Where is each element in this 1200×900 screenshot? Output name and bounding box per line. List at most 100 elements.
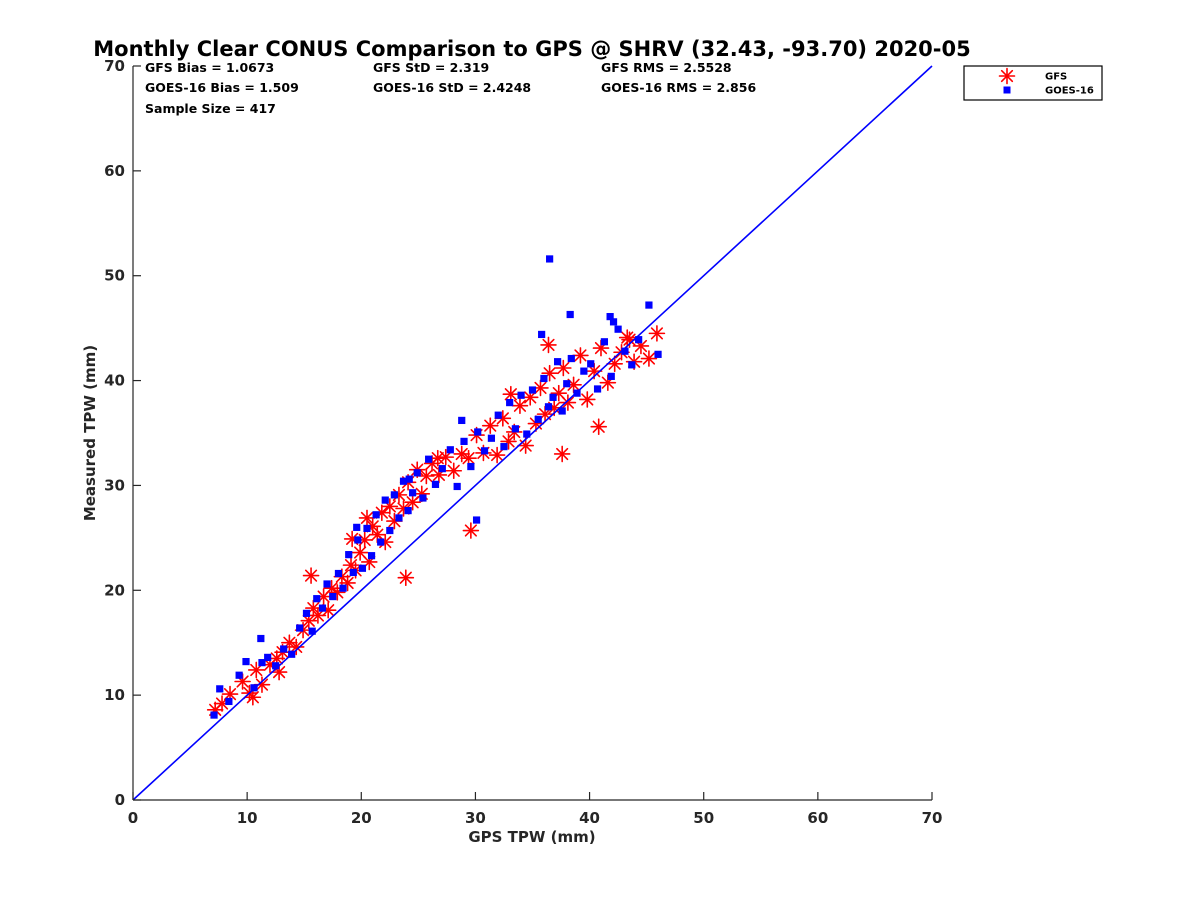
goes16-point xyxy=(517,391,525,399)
x-tick-label: 40 xyxy=(579,809,600,827)
gfs-point xyxy=(445,462,463,480)
goes16-point xyxy=(472,516,481,524)
stat-text: GFS StD = 2.319 xyxy=(373,60,489,75)
goes16-point xyxy=(349,568,357,577)
goes16-point xyxy=(257,634,265,643)
goes16-point xyxy=(367,552,376,560)
goes16-point xyxy=(210,711,218,719)
goes16-point xyxy=(431,480,440,488)
goes16-point xyxy=(567,354,575,363)
gfs-point xyxy=(244,688,262,706)
gfs-point xyxy=(358,509,376,527)
goes16-point xyxy=(460,437,468,445)
x-tick-label: 20 xyxy=(351,809,372,827)
stat-text: GFS RMS = 2.5528 xyxy=(601,60,732,75)
gfs-point xyxy=(540,336,557,354)
goes16-point xyxy=(353,523,361,531)
goes16-point xyxy=(318,604,327,612)
x-tick-label: 10 xyxy=(237,809,258,827)
goes16-point xyxy=(372,511,380,519)
x-tick-label: 30 xyxy=(465,809,486,827)
reference-line-group xyxy=(132,65,933,801)
goes16-point xyxy=(235,671,243,679)
gfs-point xyxy=(606,355,623,373)
goes16-point xyxy=(404,506,412,515)
goes16-point xyxy=(405,475,413,483)
x-tick-label: 60 xyxy=(807,809,828,827)
legend-box xyxy=(963,65,1103,101)
goes16-point xyxy=(600,338,609,346)
x-tick-label: 0 xyxy=(128,809,138,827)
goes16-point xyxy=(546,255,554,263)
gfs-point xyxy=(572,347,589,364)
legend-label: GOES-16 xyxy=(1045,86,1094,97)
gfs-point xyxy=(553,445,571,463)
stat-text: GFS Bias = 1.0673 xyxy=(145,60,274,75)
goes16-point xyxy=(258,659,266,667)
gfs-point xyxy=(511,397,529,415)
goes16-point xyxy=(580,367,588,375)
plot-points xyxy=(206,255,666,719)
gfs-point xyxy=(339,574,356,592)
gfs-point xyxy=(488,446,506,464)
stats-block: GFS Bias = 1.0673 GFS StD = 2.319 GFS RMS … xyxy=(145,60,756,116)
gfs-point xyxy=(429,449,447,467)
x-tick-label: 70 xyxy=(922,809,943,827)
goes16-point xyxy=(528,386,537,394)
goes16-point xyxy=(538,330,546,339)
gfs-point xyxy=(500,433,517,450)
goes16-point xyxy=(446,446,454,454)
axes: 0 10 20 30 40 50 60 70 0 10 20 30 40 50 60 70 xyxy=(104,57,942,827)
goes16-point xyxy=(381,496,389,504)
x-tick-label: 50 xyxy=(693,809,714,827)
legend: GFS GOES-16 xyxy=(963,65,1103,101)
goes16-point xyxy=(358,564,367,572)
goes16-point xyxy=(540,374,548,383)
goes16-point xyxy=(386,526,394,535)
y-tick-label: 50 xyxy=(104,267,125,285)
goes16-point xyxy=(390,491,398,499)
goes16-point xyxy=(458,416,466,425)
goes16-point xyxy=(487,434,496,442)
gfs-point xyxy=(460,449,477,467)
goes16-point xyxy=(534,415,542,423)
goes16-point xyxy=(606,313,614,321)
goes16-point xyxy=(242,657,250,666)
stat-text: GOES-16 Bias = 1.509 xyxy=(145,80,299,95)
gfs-point xyxy=(648,325,666,342)
y-tick-label: 30 xyxy=(104,476,125,494)
goes16-point xyxy=(593,385,602,393)
goes16-point xyxy=(345,551,353,559)
goes16-point xyxy=(399,477,408,485)
goes16-point xyxy=(563,380,571,388)
goes16-point xyxy=(339,584,347,592)
goes16-point xyxy=(302,609,311,617)
goes16-point xyxy=(377,538,385,546)
goes16-point xyxy=(323,580,331,588)
goes16-point xyxy=(438,465,446,473)
gfs-point xyxy=(397,569,415,587)
gfs-point xyxy=(578,391,596,408)
legend-goes16-marker xyxy=(1003,86,1011,94)
gfs-point xyxy=(462,522,480,539)
goes16-point xyxy=(413,469,421,477)
goes16-point xyxy=(554,358,562,366)
goes16-point xyxy=(628,361,636,369)
goes16-point xyxy=(334,569,343,578)
goes16-point xyxy=(645,301,653,309)
goes16-point xyxy=(587,360,595,368)
y-tick-label: 10 xyxy=(104,686,125,704)
goes16-point xyxy=(523,430,531,438)
goes16-point xyxy=(500,443,508,451)
goes16-point xyxy=(354,536,362,544)
stat-text: Sample Size = 417 xyxy=(145,101,276,116)
goes16-point xyxy=(544,403,553,411)
goes16-point xyxy=(363,524,371,533)
goes16-point xyxy=(409,489,417,497)
gfs-point xyxy=(590,418,608,436)
legend-label: GFS xyxy=(1045,72,1067,83)
y-tick-label: 20 xyxy=(104,581,125,599)
goes16-point xyxy=(308,627,316,635)
reference-line xyxy=(132,65,933,801)
